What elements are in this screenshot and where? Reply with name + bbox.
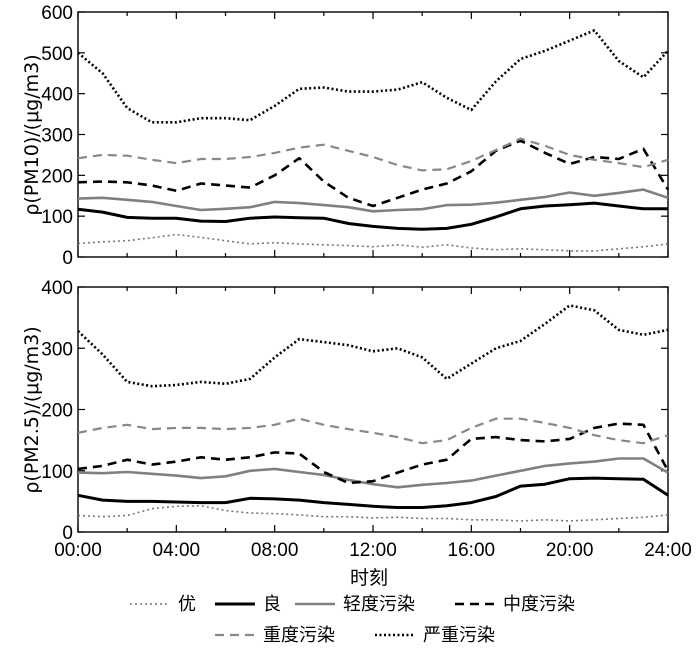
pm25-y-axis-label: ρ(PM2.5)/(μg/m3): [21, 326, 43, 493]
pm10-y-tick-label: 600: [41, 3, 73, 24]
legend-label: 良: [263, 594, 281, 615]
pm10-panel: 0 100 200 300 400 500 600: [41, 3, 670, 269]
pm10-plot-frame: [77, 11, 669, 258]
legend-label: 重度污染: [263, 625, 335, 646]
pm25-plot-frame: [77, 286, 669, 533]
legend-label: 优: [178, 594, 196, 615]
pm25-panel: 0 100 200 300 400 00:00 04:00 08:00 12:00 16:00 20…: [41, 278, 691, 561]
pm10-y-tick-label: 300: [41, 126, 73, 147]
pm10-y-tick-label: 500: [41, 44, 73, 65]
pm25-series-solid-thick: [77, 476, 669, 509]
pm10-y-tick-label: 100: [41, 207, 73, 228]
x-tick-label: 04:00: [153, 540, 201, 561]
pm25-series-solid-gray: [77, 457, 669, 489]
pm10-y-tick-label: 400: [41, 85, 73, 106]
pm25-series-dotted-thick: [77, 304, 669, 388]
pm10-series-dotted-thin: [77, 233, 669, 252]
x-tick-label: 16:00: [448, 540, 496, 561]
pm25-y-tick-label: 400: [41, 278, 73, 299]
pm10-series-solid-thick: [77, 201, 668, 231]
x-tick-label: 24:00: [644, 540, 692, 561]
pm25-y-tick-label: 100: [41, 462, 73, 483]
pm10-y-tick-label: 0: [62, 248, 73, 269]
x-axis-label: 时刻: [350, 567, 388, 589]
x-tick-label: 08:00: [251, 540, 299, 561]
pm25-series-dashed-black: [77, 422, 670, 485]
pm10-series-dashed-gray: [77, 137, 669, 172]
pm25-series-dotted-thin: [77, 504, 669, 522]
legend-label: 中度污染: [503, 594, 575, 615]
pm10-y-axis-label: ρ(PM10)/(μg/m3): [21, 54, 43, 215]
pm25-series-dashed-gray: [77, 417, 669, 445]
x-tick-label: 12:00: [349, 540, 397, 561]
pm10-y-tick-label: 200: [41, 166, 73, 187]
pm25-y-tick-label: 300: [41, 339, 73, 360]
legend-label: 轻度污染: [343, 594, 415, 615]
pm25-y-tick-label: 200: [41, 401, 73, 422]
pm10-series-dotted-thick: [77, 29, 669, 124]
pm10-series-dashed-black: [77, 139, 670, 208]
legend-label: 严重污染: [423, 625, 495, 646]
x-tick-label: 20:00: [546, 540, 594, 561]
x-tick-label: 00:00: [54, 540, 102, 561]
pm25-y-tick-label: 0: [62, 523, 73, 544]
pm10-series-solid-gray: [77, 188, 669, 213]
